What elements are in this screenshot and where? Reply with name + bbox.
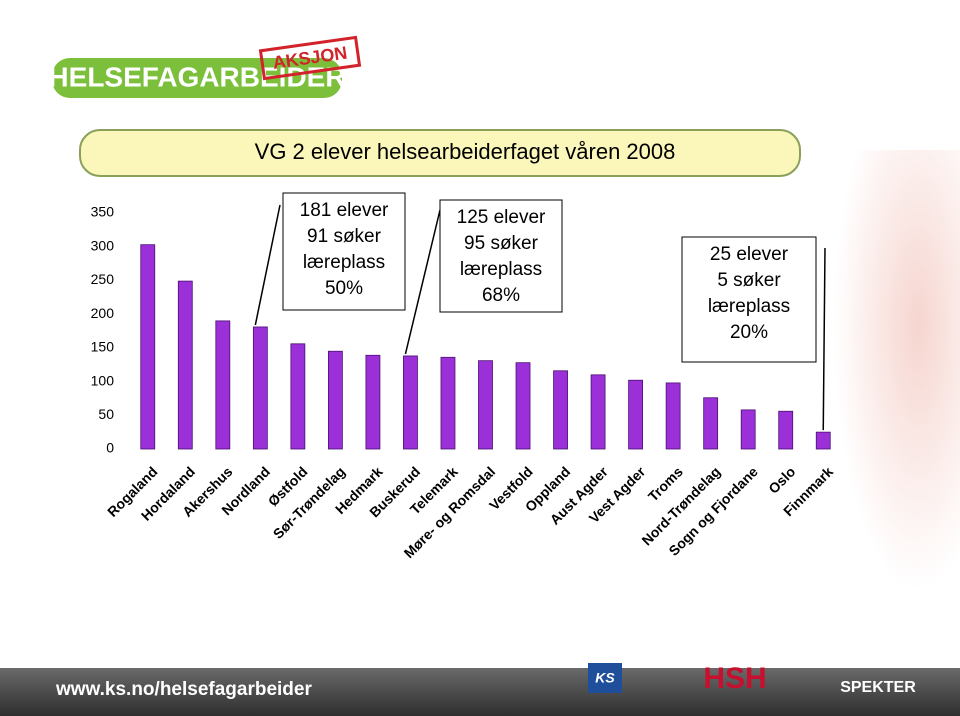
bar (703, 397, 719, 450)
bar (740, 409, 756, 450)
bar (403, 355, 418, 450)
y-tick-label: 50 (98, 406, 114, 422)
y-tick-label: 150 (91, 339, 115, 355)
title-box (79, 129, 801, 177)
y-tick-label: 350 (91, 204, 115, 220)
bar (252, 326, 268, 450)
callout-text: læreplass (303, 252, 385, 273)
y-tick-label: 200 (91, 305, 115, 321)
bar (665, 382, 681, 450)
bar (365, 354, 381, 450)
y-tick-label: 300 (91, 237, 115, 253)
callout-text: 68% (482, 285, 520, 306)
callout-text: 181 elever (300, 200, 389, 221)
callout-box (439, 199, 563, 313)
callout-text: 20% (730, 322, 768, 343)
bar (590, 374, 606, 450)
chart: 050100150200250300350RogalandHordalandAk… (91, 192, 836, 561)
hsh-logo: HSH (703, 662, 766, 695)
logo: HELSEFAGARBEIDER (48, 61, 345, 92)
y-tick-label: 250 (91, 271, 115, 287)
bar (478, 360, 493, 450)
bar (815, 431, 831, 450)
bar (440, 356, 456, 450)
spekter-logo: SPEKTER (840, 679, 916, 696)
logo-bg (52, 58, 342, 98)
footer-url: www.ks.no/helsefagarbeider (55, 679, 312, 700)
bar (778, 410, 794, 450)
x-tick-label: Oslo (765, 463, 798, 496)
bar (628, 379, 644, 450)
bar (327, 350, 343, 450)
y-tick-label: 100 (91, 372, 115, 388)
photo-backdrop (820, 150, 960, 590)
bar (515, 362, 531, 450)
stamp-frame (258, 35, 362, 81)
footer-bar (0, 668, 960, 716)
callout-box (681, 236, 817, 363)
callout-line (404, 209, 441, 355)
callout-text: læreplass (708, 296, 790, 317)
callout-line (822, 247, 826, 431)
callout-text: 5 søker (717, 270, 781, 291)
callout-text: 91 søker (307, 226, 382, 247)
y-tick-label: 0 (106, 440, 114, 456)
callout-text: 125 elever (457, 207, 546, 228)
callout-text: læreplass (460, 259, 542, 280)
callout-box (282, 192, 406, 311)
callout-text: 50% (325, 278, 363, 299)
callout-text: 25 elever (710, 244, 789, 265)
bar (553, 370, 568, 450)
bar (140, 244, 156, 450)
bar (215, 320, 231, 450)
chart-title: VG 2 elever helsearbeiderfaget våren 200… (255, 139, 676, 164)
ks-logo-bg (588, 663, 622, 693)
ks-logo: KS (595, 670, 615, 686)
bar (290, 343, 306, 450)
bar (177, 280, 193, 450)
callout-text: 95 søker (464, 233, 539, 254)
callout-line (254, 204, 281, 326)
